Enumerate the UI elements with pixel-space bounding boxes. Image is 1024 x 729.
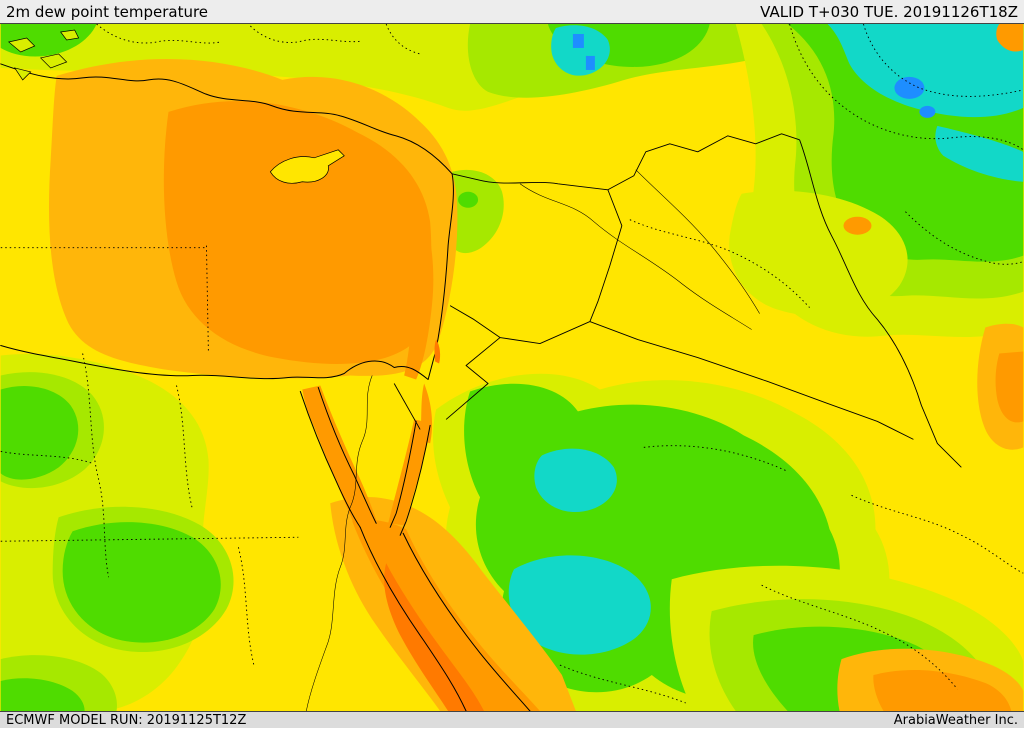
- border-iraq-saudi: [589, 321, 914, 440]
- nile-river: [306, 375, 373, 711]
- coastline-gulf-aqaba-east: [399, 424, 431, 536]
- region-blue-spot-b: [585, 55, 595, 70]
- coastline-layer: [0, 29, 760, 711]
- coastline-redsea-african: [359, 526, 467, 711]
- cyprus-island: [269, 149, 345, 184]
- border-syria-iraq: [589, 189, 623, 322]
- region-topright-cyan-streak: [935, 125, 1024, 182]
- dotted-egypt-c: [237, 547, 255, 668]
- region-gulf-aqaba-orange: [388, 419, 433, 526]
- region-redsea-orange: [352, 519, 540, 711]
- region-levant-coast-orange: [404, 193, 434, 380]
- weather-map: [0, 24, 1024, 711]
- border-egypt-israel: [393, 383, 421, 430]
- border-iran-west: [799, 139, 962, 468]
- dotted-turkey-c: [385, 24, 421, 55]
- map-area: [0, 24, 1024, 711]
- region-saudi-cyan-south: [508, 555, 651, 655]
- dotted-egypt-a: [82, 353, 110, 578]
- sea-warm-layer: [48, 24, 1024, 711]
- dotted-sea-lon: [205, 245, 209, 354]
- region-redsea-orange-deep: [384, 563, 485, 711]
- aegean-island-c: [13, 67, 32, 81]
- region-orange-dot-east: [843, 216, 872, 235]
- aegean-island-d: [60, 29, 80, 41]
- dotted-iran-c: [905, 211, 1024, 265]
- border-jordan-saudi-zigzag: [445, 321, 591, 420]
- border-jordan-syria: [449, 305, 501, 338]
- region-egypt-green-north: [0, 385, 79, 480]
- dotted-iran-b: [863, 24, 1024, 97]
- dotted-saudi-a: [643, 445, 788, 472]
- map-header: 2m dew point temperature VALID T+030 TUE…: [0, 0, 1024, 24]
- dotted-saudi-c: [761, 584, 958, 690]
- dotted-turkey-b: [250, 25, 363, 43]
- region-bottomright-orange-core: [873, 670, 1012, 711]
- coastline-gulf-suez-east: [317, 386, 377, 524]
- region-bottomleft-green: [0, 678, 85, 711]
- model-run-label: ECMWF MODEL RUN: 20191125T12Z: [6, 712, 247, 728]
- aegean-island-a: [7, 37, 36, 53]
- dotted-egypt-b: [176, 385, 193, 510]
- region-topcenter-cyan: [551, 25, 610, 76]
- region-rightedge-orange-core: [995, 351, 1024, 423]
- border-turkey-south: [451, 133, 800, 191]
- coastline-gulf-aqaba-west: [389, 420, 417, 528]
- graticule-layer: [0, 24, 1024, 704]
- region-gulf-suez-orange: [302, 385, 379, 530]
- region-blue-spot-a: [572, 33, 584, 48]
- dotted-egypt-d: [0, 450, 93, 464]
- coastline-gulf-suez-west: [299, 390, 361, 528]
- dotted-iran-a: [789, 24, 1024, 151]
- region-syria-lightgreen: [444, 169, 504, 254]
- map-footer: ECMWF MODEL RUN: 20191125T12Z ArabiaWeat…: [0, 711, 1024, 728]
- region-topright-cyan-main: [827, 24, 1024, 118]
- dotted-egypt-lat: [0, 536, 299, 542]
- coastline-med-levant-egypt: [0, 63, 454, 380]
- dotted-iraq: [629, 219, 810, 308]
- border-layer: [393, 133, 962, 468]
- aegean-island-b: [39, 53, 68, 69]
- region-blue-spot-d: [919, 105, 936, 118]
- dotted-saudi-b: [851, 494, 1024, 574]
- region-topright-corner-orange: [996, 24, 1024, 52]
- valid-time-label: VALID T+030 TUE. 20191126T18Z: [760, 2, 1018, 21]
- region-mediterranean-orange-core: [163, 101, 432, 364]
- region-saudi-cyan-north: [534, 448, 617, 513]
- region-syria-green-dot: [458, 191, 479, 208]
- region-egypt-green-south: [62, 522, 221, 643]
- dotted-turkey-a: [96, 24, 221, 44]
- region-blue-spot-c: [894, 76, 925, 99]
- tigris-river: [635, 169, 760, 314]
- euphrates-river: [519, 183, 752, 330]
- map-title: 2m dew point temperature: [6, 2, 209, 21]
- dead-sea: [434, 339, 441, 364]
- dotted-saudi-d: [559, 664, 686, 704]
- brand-label: ArabiaWeather Inc.: [893, 712, 1018, 728]
- coastline-redsea-arabian: [402, 532, 531, 711]
- dewpoint-fill-layer: [0, 24, 1024, 711]
